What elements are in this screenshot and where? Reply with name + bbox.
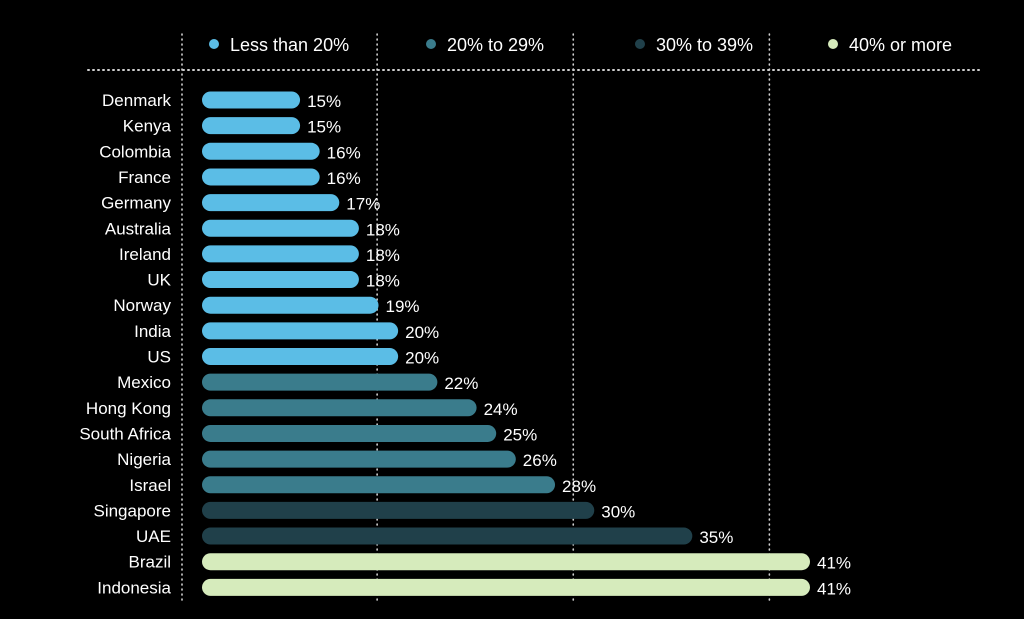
value-label: 26% [523, 451, 557, 470]
bars-layer: Denmark 15% Kenya 15% Colombia 16% France 16% Ge… [79, 91, 851, 598]
value-label: 41% [817, 579, 851, 598]
bar [202, 501, 595, 519]
category-label: Germany [101, 194, 171, 213]
category-label: Israel [129, 476, 171, 495]
bar [202, 219, 359, 237]
bar [202, 245, 359, 263]
category-label: Australia [105, 219, 172, 238]
category-label: Norway [113, 296, 171, 315]
category-label: Singapore [93, 501, 171, 520]
bar [202, 527, 693, 545]
bar [202, 553, 810, 571]
bar [202, 450, 516, 468]
category-label: UK [147, 271, 171, 290]
value-label: 24% [484, 400, 518, 419]
bar [202, 296, 379, 314]
legend: Less than 20% 20% to 29% 30% to 39% 40% or … [209, 35, 952, 55]
category-label: Nigeria [117, 450, 171, 469]
legend-label-lt20: Less than 20% [230, 35, 349, 55]
value-label: 18% [366, 272, 400, 291]
category-label: Denmark [102, 91, 171, 110]
category-label: Mexico [117, 373, 171, 392]
legend-swatch-20to29 [426, 39, 436, 49]
category-label: Brazil [128, 553, 171, 572]
category-label: US [147, 348, 171, 367]
value-label: 16% [327, 169, 361, 188]
value-label: 18% [366, 246, 400, 265]
value-label: 30% [601, 502, 635, 521]
value-label: 16% [327, 143, 361, 162]
legend-swatch-30to39 [635, 39, 645, 49]
bar [202, 271, 359, 289]
value-label: 25% [503, 425, 537, 444]
bar [202, 194, 340, 212]
value-label: 20% [405, 349, 439, 368]
bar [202, 322, 399, 340]
category-label: India [134, 322, 171, 341]
category-label: Indonesia [97, 578, 171, 597]
bar [202, 348, 399, 365]
value-label: 20% [405, 323, 439, 342]
value-label: 15% [307, 92, 341, 111]
category-label: Hong Kong [86, 399, 171, 418]
value-label: 15% [307, 118, 341, 137]
value-label: 18% [366, 220, 400, 239]
value-label: 19% [386, 297, 420, 316]
value-label: 17% [346, 195, 380, 214]
bar [202, 476, 556, 494]
bar [202, 373, 438, 391]
legend-swatch-lt20 [209, 39, 219, 49]
legend-label-40plus: 40% or more [849, 35, 952, 55]
category-label: France [118, 168, 171, 187]
category-label: Kenya [123, 117, 172, 136]
bar [202, 578, 810, 596]
legend-swatch-40plus [828, 39, 838, 49]
category-label: UAE [136, 527, 171, 546]
bar [202, 424, 497, 442]
value-label: 41% [817, 554, 851, 573]
bar [202, 168, 320, 186]
category-label: Ireland [119, 245, 171, 264]
bar [202, 399, 477, 417]
bar [202, 117, 301, 135]
category-label: Colombia [99, 142, 171, 161]
category-label: South Africa [79, 424, 171, 443]
legend-label-20to29: 20% to 29% [447, 35, 544, 55]
legend-label-30to39: 30% to 39% [656, 35, 753, 55]
value-label: 22% [444, 374, 478, 393]
bar [202, 91, 301, 109]
value-label: 28% [562, 477, 596, 496]
value-label: 35% [699, 528, 733, 547]
bar [202, 142, 320, 160]
